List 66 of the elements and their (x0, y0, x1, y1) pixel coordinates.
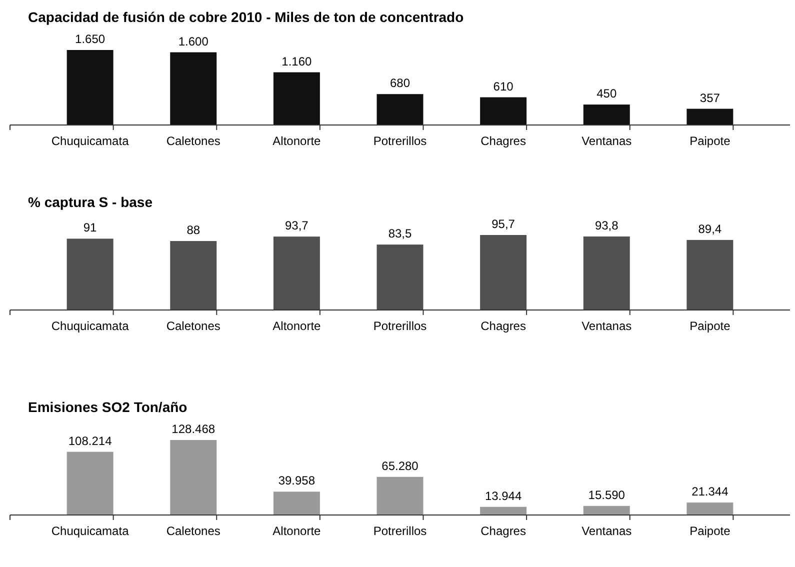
data-label: 91 (83, 220, 98, 235)
data-label: 89,4 (698, 222, 722, 236)
data-label: 1.160 (282, 54, 312, 68)
bar (170, 52, 217, 125)
x-tick-label: Potrerillos (373, 524, 427, 538)
x-tick-label: Paipote (690, 134, 731, 148)
x-tick-label: Ventanas (582, 134, 632, 148)
x-tick-label: Paipote (690, 524, 731, 538)
bar (66, 238, 114, 310)
x-tick-label: Chuquicamata (51, 134, 130, 148)
x-tick-label: Altonorte (272, 319, 322, 333)
data-label: 1.650 (75, 32, 106, 46)
bar (66, 452, 114, 515)
data-label: 65.280 (382, 458, 419, 473)
chart-title: Emisiones SO2 Ton/año (28, 399, 188, 415)
x-tick-label: Ventanas (582, 319, 632, 333)
x-tick-label: Chagres (480, 524, 526, 538)
bar (273, 72, 320, 125)
bar (686, 108, 734, 125)
data-label: 88 (186, 223, 200, 238)
chart-title: % captura S - base (28, 194, 153, 210)
bar (273, 236, 320, 310)
data-label: 610 (493, 79, 514, 94)
x-tick-label: Chuquicamata (51, 319, 130, 333)
bar (583, 236, 630, 310)
bar (686, 502, 734, 515)
data-label: 83,5 (388, 226, 412, 241)
x-tick-label: Altonorte (272, 134, 322, 148)
data-label: 450 (596, 86, 617, 101)
bar (66, 50, 114, 125)
data-label: 93,7 (285, 218, 309, 233)
data-label: 39.958 (278, 474, 316, 488)
x-tick-label: Caletones (166, 319, 220, 333)
bar (273, 492, 320, 515)
bar (480, 235, 527, 310)
data-label: 13.944 (484, 488, 522, 503)
x-tick-label: Chagres (480, 134, 526, 148)
x-tick-label: Altonorte (272, 524, 322, 538)
x-tick-label: Chagres (480, 319, 526, 333)
bar (583, 104, 630, 125)
bar (686, 240, 734, 310)
data-label: 128.468 (172, 422, 216, 436)
data-label: 21.344 (692, 484, 729, 499)
data-label: 1.600 (178, 34, 209, 48)
chart-title: Capacidad de fusión de cobre 2010 - Miles de ton de concentrado (28, 9, 464, 25)
x-tick-label: Chuquicamata (51, 524, 130, 538)
data-label: 95,7 (492, 217, 516, 231)
bar (480, 506, 527, 515)
data-label: 357 (700, 90, 720, 105)
data-label: 680 (390, 76, 410, 90)
x-tick-label: Caletones (166, 134, 220, 148)
data-label: 108.214 (68, 434, 112, 448)
bar (583, 506, 630, 515)
bar (480, 97, 527, 125)
x-tick-label: Potrerillos (373, 134, 427, 148)
x-tick-label: Ventanas (582, 524, 632, 538)
bar (376, 244, 424, 310)
data-label: 93,8 (594, 218, 619, 232)
x-tick-label: Caletones (166, 524, 220, 538)
bar (376, 476, 424, 515)
x-tick-label: Paipote (690, 319, 731, 333)
x-tick-label: Potrerillos (373, 319, 427, 333)
data-label: 15.590 (588, 488, 626, 502)
bar (170, 241, 217, 310)
bar (376, 94, 424, 125)
bar (170, 440, 217, 515)
